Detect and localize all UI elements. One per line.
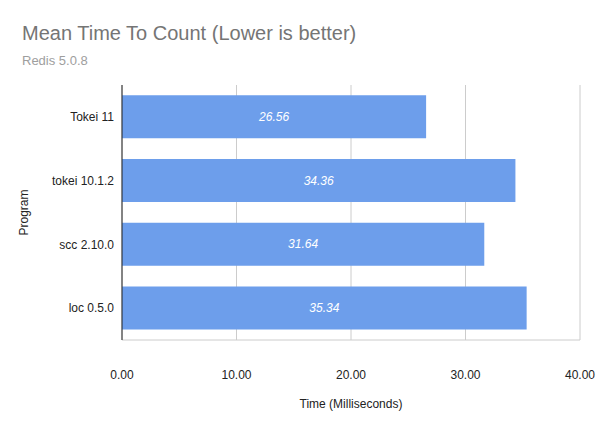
html-text:Redis 5.0.8: Redis 5.0.8 — [22, 53, 88, 68]
svg-text:Program: Program — [17, 189, 31, 235]
svg-text:Time (Milliseconds): Time (Milliseconds) — [300, 397, 403, 411]
svg-text:Tokei 11: Tokei 11 — [70, 110, 114, 124]
svg-text:26.56: 26.56 — [258, 110, 289, 124]
svg-text:40.00: 40.00 — [565, 368, 592, 382]
svg-text:31.64: 31.64 — [288, 237, 318, 251]
svg-text:10.00: 10.00 — [221, 368, 251, 382]
svg-text:0.00: 0.00 — [110, 368, 134, 382]
svg-text:loc 0.5.0: loc 0.5.0 — [69, 301, 115, 315]
svg-text:35.34: 35.34 — [309, 301, 339, 315]
svg-text:30.00: 30.00 — [450, 368, 480, 382]
svg-text:20.00: 20.00 — [336, 368, 366, 382]
svg-text:tokei 10.1.2: tokei 10.1.2 — [52, 174, 114, 188]
html-text:Mean Time To Count (Lower is b: Mean Time To Count (Lower is better) — [22, 22, 357, 44]
svg-text:scc 2.10.0: scc 2.10.0 — [59, 238, 114, 252]
svg-text:34.36: 34.36 — [304, 174, 334, 188]
